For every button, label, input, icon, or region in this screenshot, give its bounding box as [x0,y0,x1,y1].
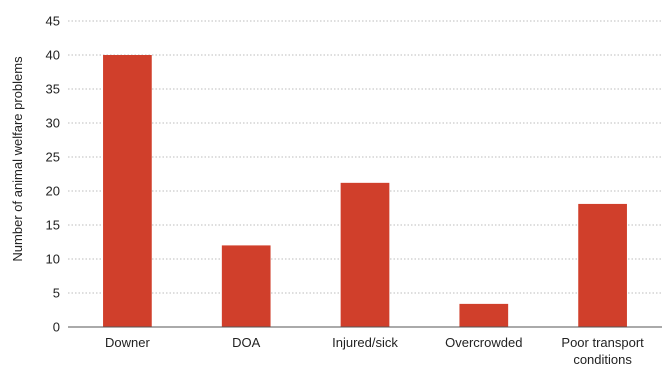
x-category-label: Injured/sick [332,335,398,350]
bar-overcrowded [459,303,509,327]
y-tick-label: 20 [46,184,60,199]
y-tick-label: 5 [53,286,60,301]
y-tick-label: 0 [53,320,60,335]
x-category-label: Overcrowded [445,335,522,350]
x-category-label: Poor transport [561,335,644,350]
x-axis-labels: Downer DOA Injured/sick Overcrowded Poor tra… [105,335,644,367]
y-tick-label: 30 [46,116,60,131]
bar-poor-transport-conditions [578,203,627,327]
x-category-label: DOA [232,335,261,350]
y-tick-label: 45 [46,14,60,29]
y-tick-label: 15 [46,218,60,233]
gridlines [68,20,662,294]
y-axis-title: Number of animal welfare problems [10,56,25,262]
y-tick-label: 40 [46,48,60,63]
bar-injured-sick [340,182,390,327]
bar-downer [103,55,152,327]
bars [103,55,627,327]
y-tick-label: 10 [46,252,60,267]
x-category-label: Downer [105,335,150,350]
bar-doa [221,245,271,327]
y-axis-ticks: 0 5 10 15 20 25 30 35 40 45 [46,14,60,335]
y-tick-label: 35 [46,82,60,97]
y-tick-label: 25 [46,150,60,165]
x-category-label: conditions [573,352,632,367]
